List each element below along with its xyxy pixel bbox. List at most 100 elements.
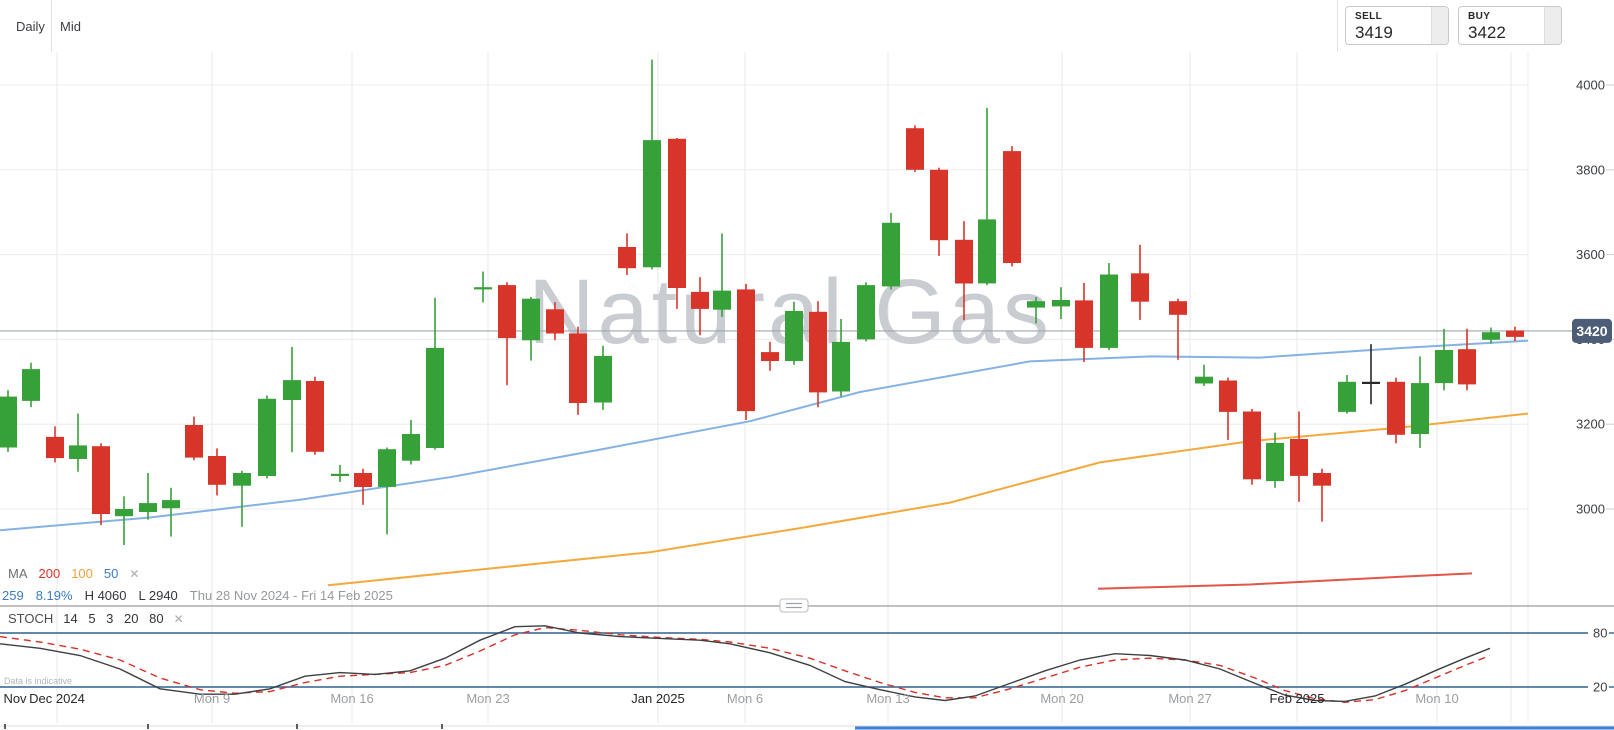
candle <box>930 169 948 241</box>
candle <box>378 449 396 487</box>
tab-daily[interactable]: Daily <box>16 19 45 34</box>
sell-price: 3419 <box>1355 23 1393 42</box>
candle <box>92 446 110 514</box>
candle <box>115 509 133 517</box>
stoch-level-label: 80 <box>1593 626 1607 641</box>
x-axis-label: Mon 23 <box>466 691 509 706</box>
stoch-k-line <box>0 625 1491 703</box>
candle <box>691 291 709 309</box>
candle <box>233 473 251 486</box>
ma-label: MA <box>8 566 28 581</box>
period-high: H 4060 <box>84 588 127 603</box>
candle <box>1411 383 1429 434</box>
candle <box>208 456 226 485</box>
candle <box>22 369 40 401</box>
candle <box>955 239 973 284</box>
svg-text:3420: 3420 <box>1576 323 1607 339</box>
candle <box>668 138 686 288</box>
y-axis-label: 3800 <box>1576 162 1605 177</box>
x-axis-label: Jan 2025 <box>631 691 685 706</box>
candle <box>1169 301 1187 315</box>
x-axis-label: Nov <box>3 691 27 706</box>
ma-50-line <box>0 339 1529 532</box>
candle <box>139 503 157 512</box>
candle <box>809 311 827 393</box>
x-axis-label: Dec 2024 <box>29 691 85 706</box>
candle <box>737 289 755 412</box>
candle <box>1100 274 1118 348</box>
sell-button[interactable]: SELL 3419 <box>1345 6 1449 45</box>
candle <box>1362 381 1380 384</box>
candle <box>1266 442 1284 482</box>
candle <box>978 219 996 284</box>
candle <box>69 445 87 459</box>
candle <box>857 285 875 340</box>
candle <box>643 140 661 268</box>
stoch-label: STOCH <box>8 611 54 626</box>
y-axis-label: 4000 <box>1576 78 1605 93</box>
candle <box>882 222 900 287</box>
data-indicative-note: Data is indicative <box>4 676 73 686</box>
period-low: L 2940 <box>138 588 178 603</box>
candle <box>785 311 803 361</box>
sell-strip <box>1431 7 1448 44</box>
stoch-indicator-legend: STOCH 14 5 3 20 80 ✕ <box>8 611 184 626</box>
y-axis-label: 3000 <box>1576 502 1605 517</box>
candle <box>1482 332 1500 340</box>
candle <box>1458 349 1476 385</box>
candle <box>1435 350 1453 384</box>
candle <box>1243 411 1261 480</box>
candle <box>402 434 420 461</box>
candle <box>1027 301 1045 308</box>
x-axis-label: Mon 16 <box>330 691 373 706</box>
current-price-tag: 3420 <box>1572 318 1612 343</box>
candle <box>1313 473 1331 486</box>
ma-100-period[interactable]: 100 <box>71 566 93 581</box>
x-axis-label: Mon 20 <box>1040 691 1083 706</box>
tab-mid[interactable]: Mid <box>60 19 81 34</box>
candle <box>426 347 444 448</box>
ma-100-line <box>327 412 1529 587</box>
change-percent: 8.19% <box>35 588 73 603</box>
ma-200-period[interactable]: 200 <box>38 566 61 581</box>
buy-strip <box>1544 7 1561 44</box>
candle <box>331 473 349 476</box>
x-axis-label: Mon 27 <box>1168 691 1211 706</box>
ma-indicator-legend: MA 200 100 50 ✕ <box>8 566 139 581</box>
stoch-params[interactable]: 14 5 3 20 80 <box>63 611 164 626</box>
candle <box>522 298 540 341</box>
candle <box>1195 376 1213 384</box>
candle <box>498 285 516 339</box>
candle <box>1075 300 1093 348</box>
candle <box>1052 300 1070 307</box>
date-range: Thu 28 Nov 2024 - Fri 14 Feb 2025 <box>189 588 393 603</box>
x-axis-label: Mon 6 <box>727 691 763 706</box>
candle <box>761 352 779 361</box>
y-axis-label: 3200 <box>1576 417 1605 432</box>
candle <box>618 247 636 269</box>
candle <box>474 287 492 290</box>
ma-50-period[interactable]: 50 <box>103 566 119 581</box>
candle <box>283 380 301 400</box>
x-axis-label: Mon 13 <box>866 691 909 706</box>
sell-label: SELL <box>1355 11 1383 22</box>
stoch-close-icon[interactable]: ✕ <box>173 611 184 626</box>
ma-close-icon[interactable]: ✕ <box>129 566 140 581</box>
topbar-divider <box>1337 0 1338 52</box>
stoch-d-line <box>0 626 1491 704</box>
candle <box>354 473 372 487</box>
candle <box>258 398 276 476</box>
candle <box>1506 330 1524 337</box>
panel-resize-handle[interactable] <box>779 598 809 613</box>
candle <box>1219 380 1237 412</box>
buy-button[interactable]: BUY 3422 <box>1458 6 1562 45</box>
change-value: 259 <box>2 588 24 603</box>
candle <box>1003 151 1021 263</box>
y-axis-label: 3600 <box>1576 247 1605 262</box>
price-info-bar: 259 8.19% H 4060 L 2940 Thu 28 Nov 2024 … <box>2 588 393 603</box>
stoch-level-label: 20 <box>1593 680 1607 695</box>
candle <box>1387 381 1405 435</box>
candle <box>306 381 324 452</box>
